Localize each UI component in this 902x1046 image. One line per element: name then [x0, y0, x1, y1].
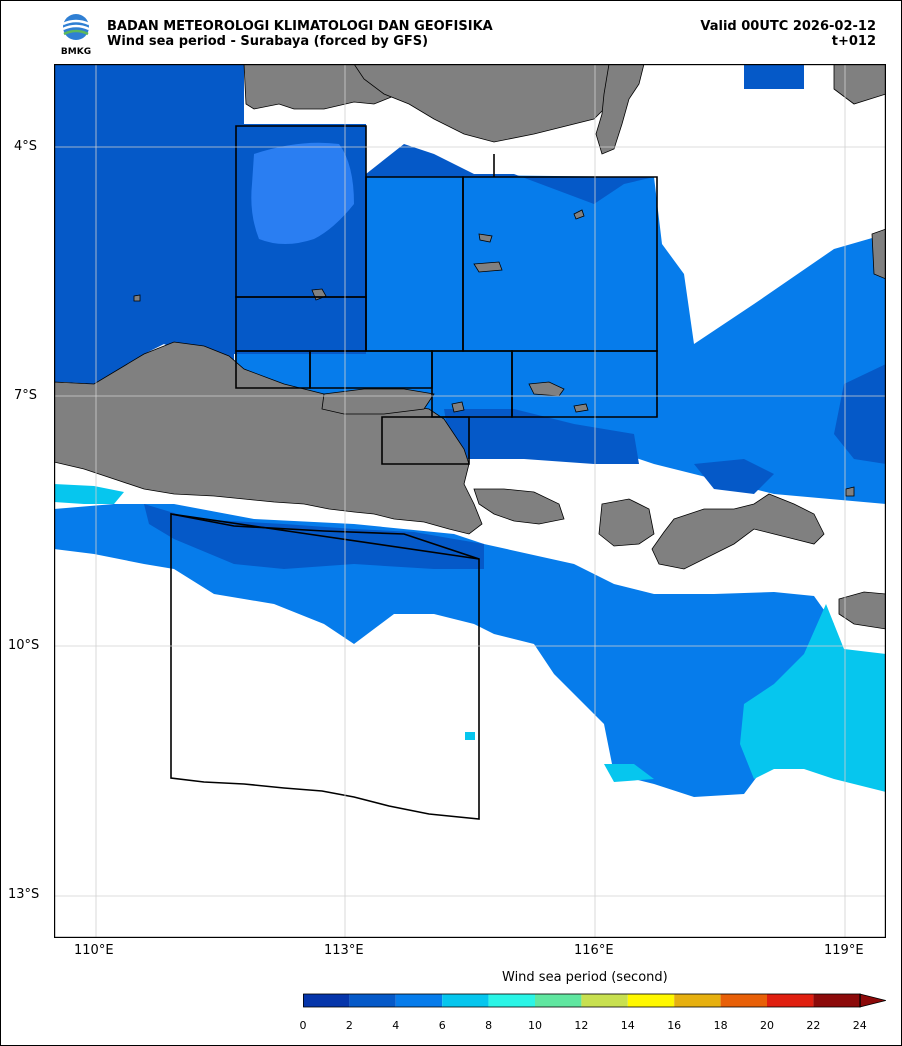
land-sumba: [838, 591, 886, 630]
map-panel: [54, 64, 886, 938]
region-box-9: [381, 416, 470, 465]
colorbar-tick-label: 24: [852, 1019, 867, 1032]
period-band-2-4-ne: [744, 64, 804, 89]
colorbar-tick-label: 22: [806, 1019, 821, 1032]
lat-label-13s: 13°S: [8, 887, 40, 902]
colorbar: [303, 993, 886, 1008]
land-bali: [473, 488, 565, 525]
wave-period-field: [54, 64, 886, 797]
region-line-south-1: [170, 513, 480, 560]
colorbar-tick-label: 0: [299, 1019, 307, 1032]
colorbar-segment: [674, 994, 721, 1007]
lon-label-113e: 113°E: [324, 943, 364, 958]
lat-label-4s: 4°S: [14, 139, 38, 154]
colorbar-segment: [720, 994, 767, 1007]
land-masses: [54, 64, 886, 630]
land-small-island-4: [478, 233, 493, 243]
land-sumbawa: [651, 493, 825, 570]
land-small-island-3: [473, 261, 503, 273]
valid-time: Valid 00UTC 2026-02-12: [700, 19, 876, 34]
lon-label-110e: 110°E: [74, 943, 114, 958]
period-band-2-4-south: [144, 504, 484, 569]
land-sulawesi-east: [833, 64, 886, 105]
colorbar-segment: [627, 994, 675, 1007]
colorbar-segment: [813, 994, 860, 1007]
period-band-6-8-southeast: [740, 604, 886, 792]
land-lombok: [598, 498, 655, 547]
colorbar-tick-label: 14: [620, 1019, 635, 1032]
colorbar-outline: [303, 993, 861, 1008]
colorbar-segment: [581, 994, 628, 1007]
period-band-2-4-west: [54, 64, 654, 394]
region-box-8: [511, 350, 658, 418]
period-band-2-4-bali: [444, 409, 639, 464]
land-small-island-1: [133, 294, 141, 302]
land-small-island-2: [451, 401, 465, 413]
lon-label-116e: 116°E: [574, 943, 614, 958]
colorbar-tick-label: 18: [713, 1019, 728, 1032]
colorbar-tick-label: 12: [574, 1019, 589, 1032]
colorbar-segment: [395, 994, 443, 1007]
land-sulawesi-south: [595, 64, 645, 155]
colorbar-extend-arrow: [859, 993, 886, 1008]
land-small-island-5: [573, 209, 585, 220]
land-small-island-6: [845, 486, 855, 497]
colorbar-segment: [303, 994, 350, 1007]
colorbar-tick-label: 20: [760, 1019, 774, 1032]
period-band-2-4-flores: [694, 459, 774, 494]
colorbar-segment: [349, 994, 396, 1007]
land-java: [54, 341, 483, 535]
period-band-6-8-patch: [604, 764, 654, 782]
period-band-2-4-east: [834, 364, 886, 464]
colorbar-segment: [442, 994, 489, 1007]
period-band-2-4-eddy: [251, 142, 354, 244]
colorbar-segment: [488, 994, 535, 1007]
logo-text: BMKG: [61, 47, 91, 56]
period-band-6-8-west: [54, 484, 124, 504]
colorbar-tick-label: 2: [345, 1019, 353, 1032]
colorbar-tick-label: 10: [528, 1019, 542, 1032]
region-boundaries: [170, 125, 658, 820]
land-madura: [321, 388, 435, 415]
lat-label-7s: 7°S: [14, 388, 38, 403]
land-kangean: [528, 381, 565, 397]
colorbar-tick-label: 4: [392, 1019, 400, 1032]
agency-title: BADAN METEOROLOGI KLIMATOLOGI DAN GEOFIS…: [107, 19, 493, 34]
lon-label-119e: 119°E: [824, 943, 864, 958]
lat-label-10s: 10°S: [8, 638, 40, 653]
colorbar-segment: [535, 994, 582, 1007]
colorbar-tick-label: 8: [485, 1019, 493, 1032]
colorbar-tick-label: 6: [438, 1019, 446, 1032]
colorbar-segment: [767, 994, 814, 1007]
bmkg-logo-icon: BMKG: [57, 12, 95, 57]
map-border: [54, 64, 886, 938]
colorbar-label: Wind sea period (second): [502, 970, 668, 985]
land-small-island-7: [573, 403, 589, 413]
map-subtitle: Wind sea period - Surabaya (forced by GF…: [107, 34, 429, 49]
land-sulawesi-se: [871, 228, 886, 280]
region-box-south: [170, 513, 480, 820]
lead-time: t+012: [831, 34, 876, 49]
colorbar-tick-label: 16: [667, 1019, 682, 1032]
period-band-4-6-south: [54, 504, 834, 797]
period-band-6-8-dot: [465, 732, 475, 740]
graticule: [54, 64, 886, 938]
